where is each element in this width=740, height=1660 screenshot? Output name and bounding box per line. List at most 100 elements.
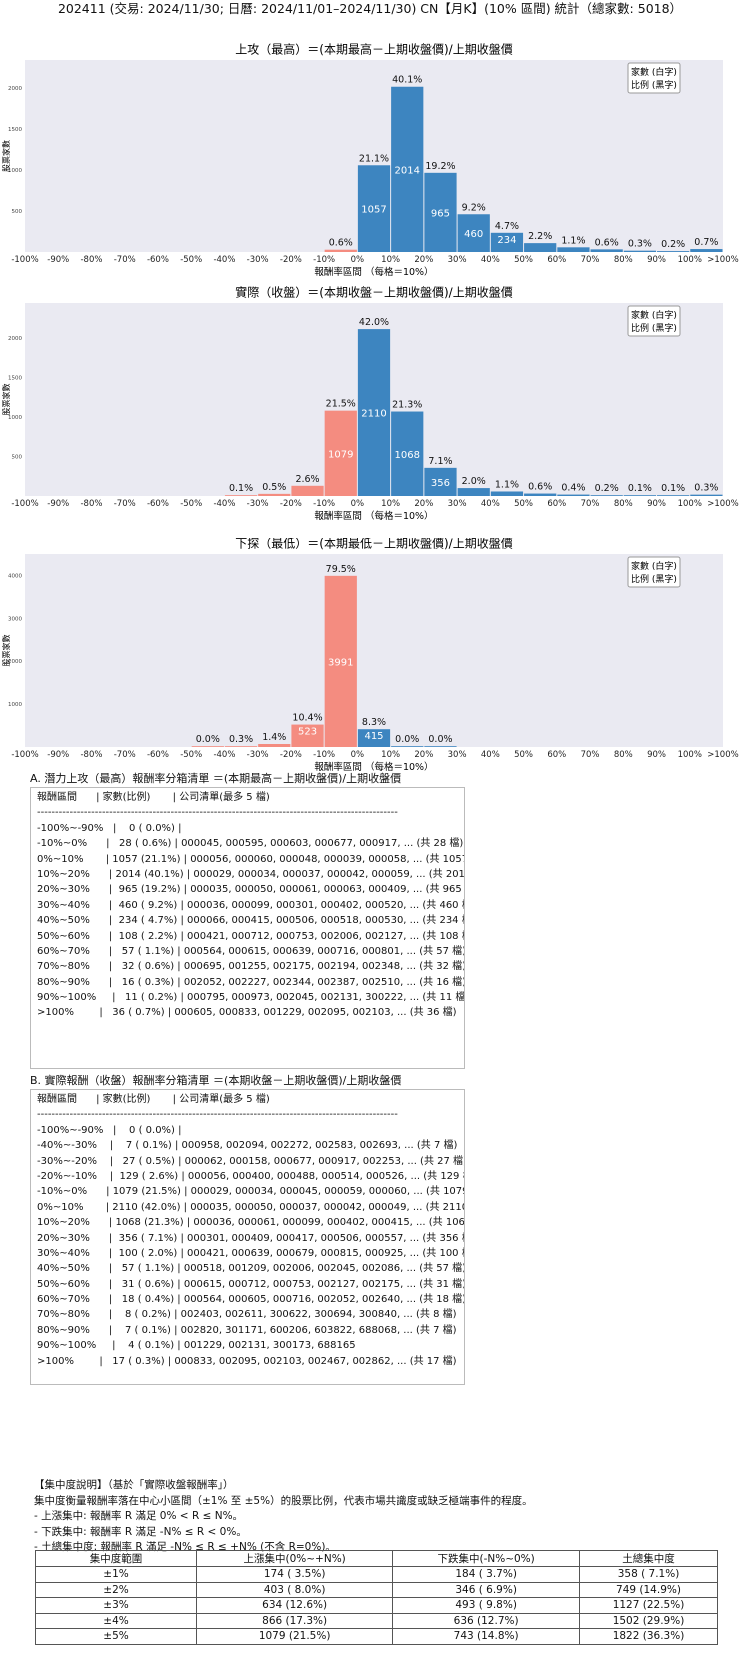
list-item: 90%~100% | 11 ( 0.2%) | 000795, 000973, … <box>37 992 465 1004</box>
bar <box>391 746 424 747</box>
bar-count-label: 2110 <box>361 409 386 420</box>
section-a-list: 報酬區間 | 家數(比例) | 公司清單(最多 5 檔) ------------… <box>30 787 465 1069</box>
table-row: ±5% 1079 (21.5%) 743 (14.8%) 1822 (36.3%) <box>35 1628 718 1645</box>
bar-percent-label: 1.1% <box>561 235 585 246</box>
y-tick-label: 2000 <box>8 659 22 665</box>
concentration-line: 集中度衡量報酬率落在中心小區間（±1% 至 ±5%）的股票比例，代表市場共識度或… <box>34 1494 533 1507</box>
bar-percent-label: 0.6% <box>329 238 353 249</box>
bar <box>690 249 723 252</box>
list-item: 30%~40% | 100 ( 2.0%) | 000421, 000639, … <box>37 1247 465 1259</box>
bar-percent-label: 0.6% <box>528 482 552 493</box>
bar <box>623 495 657 496</box>
table-header: 集中度範圍 <box>35 1550 197 1567</box>
bar-count-label: 1079 <box>328 449 353 460</box>
x-tick-label: 40% <box>481 750 500 760</box>
bar-percent-label: 0.6% <box>595 237 619 248</box>
bar-percent-label: 0.3% <box>229 734 253 745</box>
list-item: -100%~-90% | 0 ( 0.0%) | <box>37 1124 182 1136</box>
y-tick-label: 4000 <box>8 573 22 579</box>
x-tick-label: -90% <box>47 499 69 509</box>
x-tick-label: -20% <box>280 750 302 760</box>
legend-line: 比例 (黑字) <box>631 79 677 91</box>
x-tick-label: -40% <box>213 499 235 509</box>
bar <box>291 724 324 747</box>
bar <box>590 495 623 496</box>
x-tick-label: 60% <box>547 750 566 760</box>
legend-line: 家數 (白字) <box>631 309 677 321</box>
list-item: 報酬區間 | 家數(比例) | 公司清單(最多 5 檔) <box>37 792 270 803</box>
concentration-line: - 上漲集中: 報酬率 R 滿足 0% < R ≤ N%。 <box>34 1510 244 1522</box>
bar-percent-label: 0.2% <box>595 483 619 494</box>
bar-percent-label: 0.1% <box>661 483 685 494</box>
table-header: 下跌集中(-N%~0%) <box>392 1550 580 1567</box>
table-cell: 1822 (36.3%) <box>579 1628 718 1645</box>
list-item: >100% | 36 ( 0.7%) | 000605, 000833, 001… <box>37 1007 457 1019</box>
list-item: -10%~0% | 1079 (21.5%) | 000029, 000034,… <box>37 1186 465 1198</box>
bar-percent-label: 0.7% <box>694 237 718 248</box>
bar <box>424 467 457 496</box>
x-tick-label: -40% <box>213 750 235 760</box>
x-tick-label: 80% <box>614 750 633 760</box>
bar-count-label: 1057 <box>361 205 386 216</box>
x-axis-label: 報酬率區間 （每格＝10%） <box>314 510 433 522</box>
x-tick-label: 40% <box>481 499 500 509</box>
table-cell: ±2% <box>35 1581 197 1598</box>
x-tick-label: -70% <box>114 499 136 509</box>
list-item: 60%~70% | 18 ( 0.4%) | 000564, 000605, 0… <box>37 1294 465 1306</box>
table-row: ±2% 403 ( 8.0%) 346 ( 6.9%) 749 (14.9%) <box>35 1581 718 1598</box>
list-item: ----------------------------------------… <box>37 807 398 819</box>
legend-box <box>627 305 681 337</box>
list-item: 報酬區間 | 家數(比例) | 公司清單(最多 5 檔) <box>37 1094 270 1105</box>
bar-percent-label: 0.0% <box>395 734 419 745</box>
bar <box>690 494 723 496</box>
table-cell: 743 (14.8%) <box>392 1628 580 1645</box>
bar-percent-label: 10.4% <box>292 713 322 724</box>
bar <box>324 249 357 252</box>
list-item: ----------------------------------------… <box>37 1109 398 1121</box>
list-item: 40%~50% | 234 ( 4.7%) | 000066, 000415, … <box>37 915 465 927</box>
table-cell: 1127 (22.5%) <box>579 1597 718 1614</box>
x-tick-label: 60% <box>547 499 566 509</box>
bar <box>490 491 524 496</box>
x-tick-label: 100% <box>678 499 702 509</box>
y-tick-label: 1000 <box>8 702 22 708</box>
x-tick-label: 100% <box>678 255 702 265</box>
bar <box>391 411 424 496</box>
bar-percent-label: 9.2% <box>462 202 486 213</box>
y-axis-label: 股票家數 <box>1 635 11 667</box>
bar <box>258 493 291 496</box>
table-cell: ±3% <box>35 1597 197 1614</box>
x-tick-label: -70% <box>114 255 136 265</box>
table-cell: ±5% <box>35 1628 197 1645</box>
y-tick-label: 500 <box>12 209 23 215</box>
table-header: 土總集中度 <box>579 1550 718 1567</box>
list-item: -20%~-10% | 129 ( 2.6%) | 000056, 000400… <box>37 1170 465 1182</box>
x-tick-label: -50% <box>180 499 202 509</box>
bar-percent-label: 19.2% <box>425 161 455 172</box>
table-header-row: 集中度範圍 上漲集中(0%~+N%) 下跌集中(-N%~0%) 土總集中度 <box>35 1550 718 1567</box>
concentration-line: - 下跌集中: 報酬率 R 滿足 -N% ≤ R < 0%。 <box>34 1525 247 1538</box>
list-item: 60%~70% | 57 ( 1.1%) | 000564, 000615, 0… <box>37 945 465 957</box>
table-row: ±3% 634 (12.6%) 493 ( 9.8%) 1127 (22.5%) <box>35 1597 718 1614</box>
bar-percent-label: 79.5% <box>326 564 356 575</box>
bar <box>590 249 623 252</box>
bar <box>357 729 391 747</box>
x-tick-label: -60% <box>147 499 169 509</box>
x-tick-label: -10% <box>313 499 335 509</box>
list-item: -40%~-30% | 7 ( 0.1%) | 000958, 002094, … <box>37 1140 458 1152</box>
y-axis-label: 股票家數 <box>1 384 11 416</box>
bar-count-label: 234 <box>497 235 516 246</box>
bar-percent-label: 0.2% <box>661 239 685 250</box>
table-cell: 749 (14.9%) <box>579 1581 718 1598</box>
table-row: ±1% 174 ( 3.5%) 184 ( 3.7%) 358 ( 7.1%) <box>35 1566 718 1583</box>
x-tick-label: 60% <box>547 255 566 265</box>
list-item: 20%~30% | 356 ( 7.1%) | 000301, 000409, … <box>37 1232 465 1244</box>
bar <box>324 410 357 496</box>
bar-percent-label: 1.4% <box>262 732 286 743</box>
bar-percent-label: 0.3% <box>694 483 718 494</box>
chart-title: 下探（最低）＝(本期最低－上期收盤價)/上期收盤價 <box>235 538 512 551</box>
bar-count-label: 2014 <box>395 165 420 176</box>
x-tick-label: >100% <box>707 750 738 760</box>
